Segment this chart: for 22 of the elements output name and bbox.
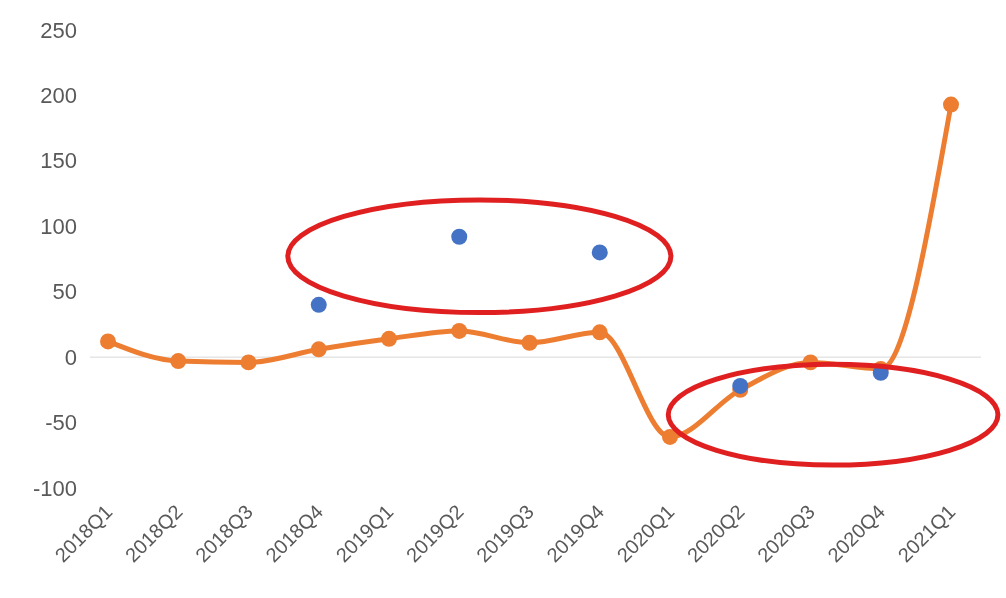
point: [451, 228, 468, 245]
y-tick-label: 250: [40, 17, 77, 43]
point: [662, 429, 678, 445]
point: [100, 333, 116, 350]
y-tick-label: 0: [64, 344, 77, 370]
point: [170, 353, 187, 370]
point: [943, 96, 959, 113]
point: [310, 296, 327, 313]
y-tick-label: 150: [40, 148, 77, 174]
y-tick-label: 100: [40, 213, 77, 239]
y-tick-label: -100: [32, 475, 77, 501]
y-tick-label: 50: [52, 279, 77, 305]
point: [591, 244, 608, 261]
point: [310, 341, 327, 358]
point: [381, 330, 397, 347]
point: [240, 354, 257, 371]
point: [732, 377, 749, 394]
point: [451, 323, 468, 339]
point: [591, 324, 608, 341]
point: [521, 334, 538, 351]
y-tick-label: 200: [40, 82, 77, 108]
y-tick-label: -50: [45, 410, 77, 436]
